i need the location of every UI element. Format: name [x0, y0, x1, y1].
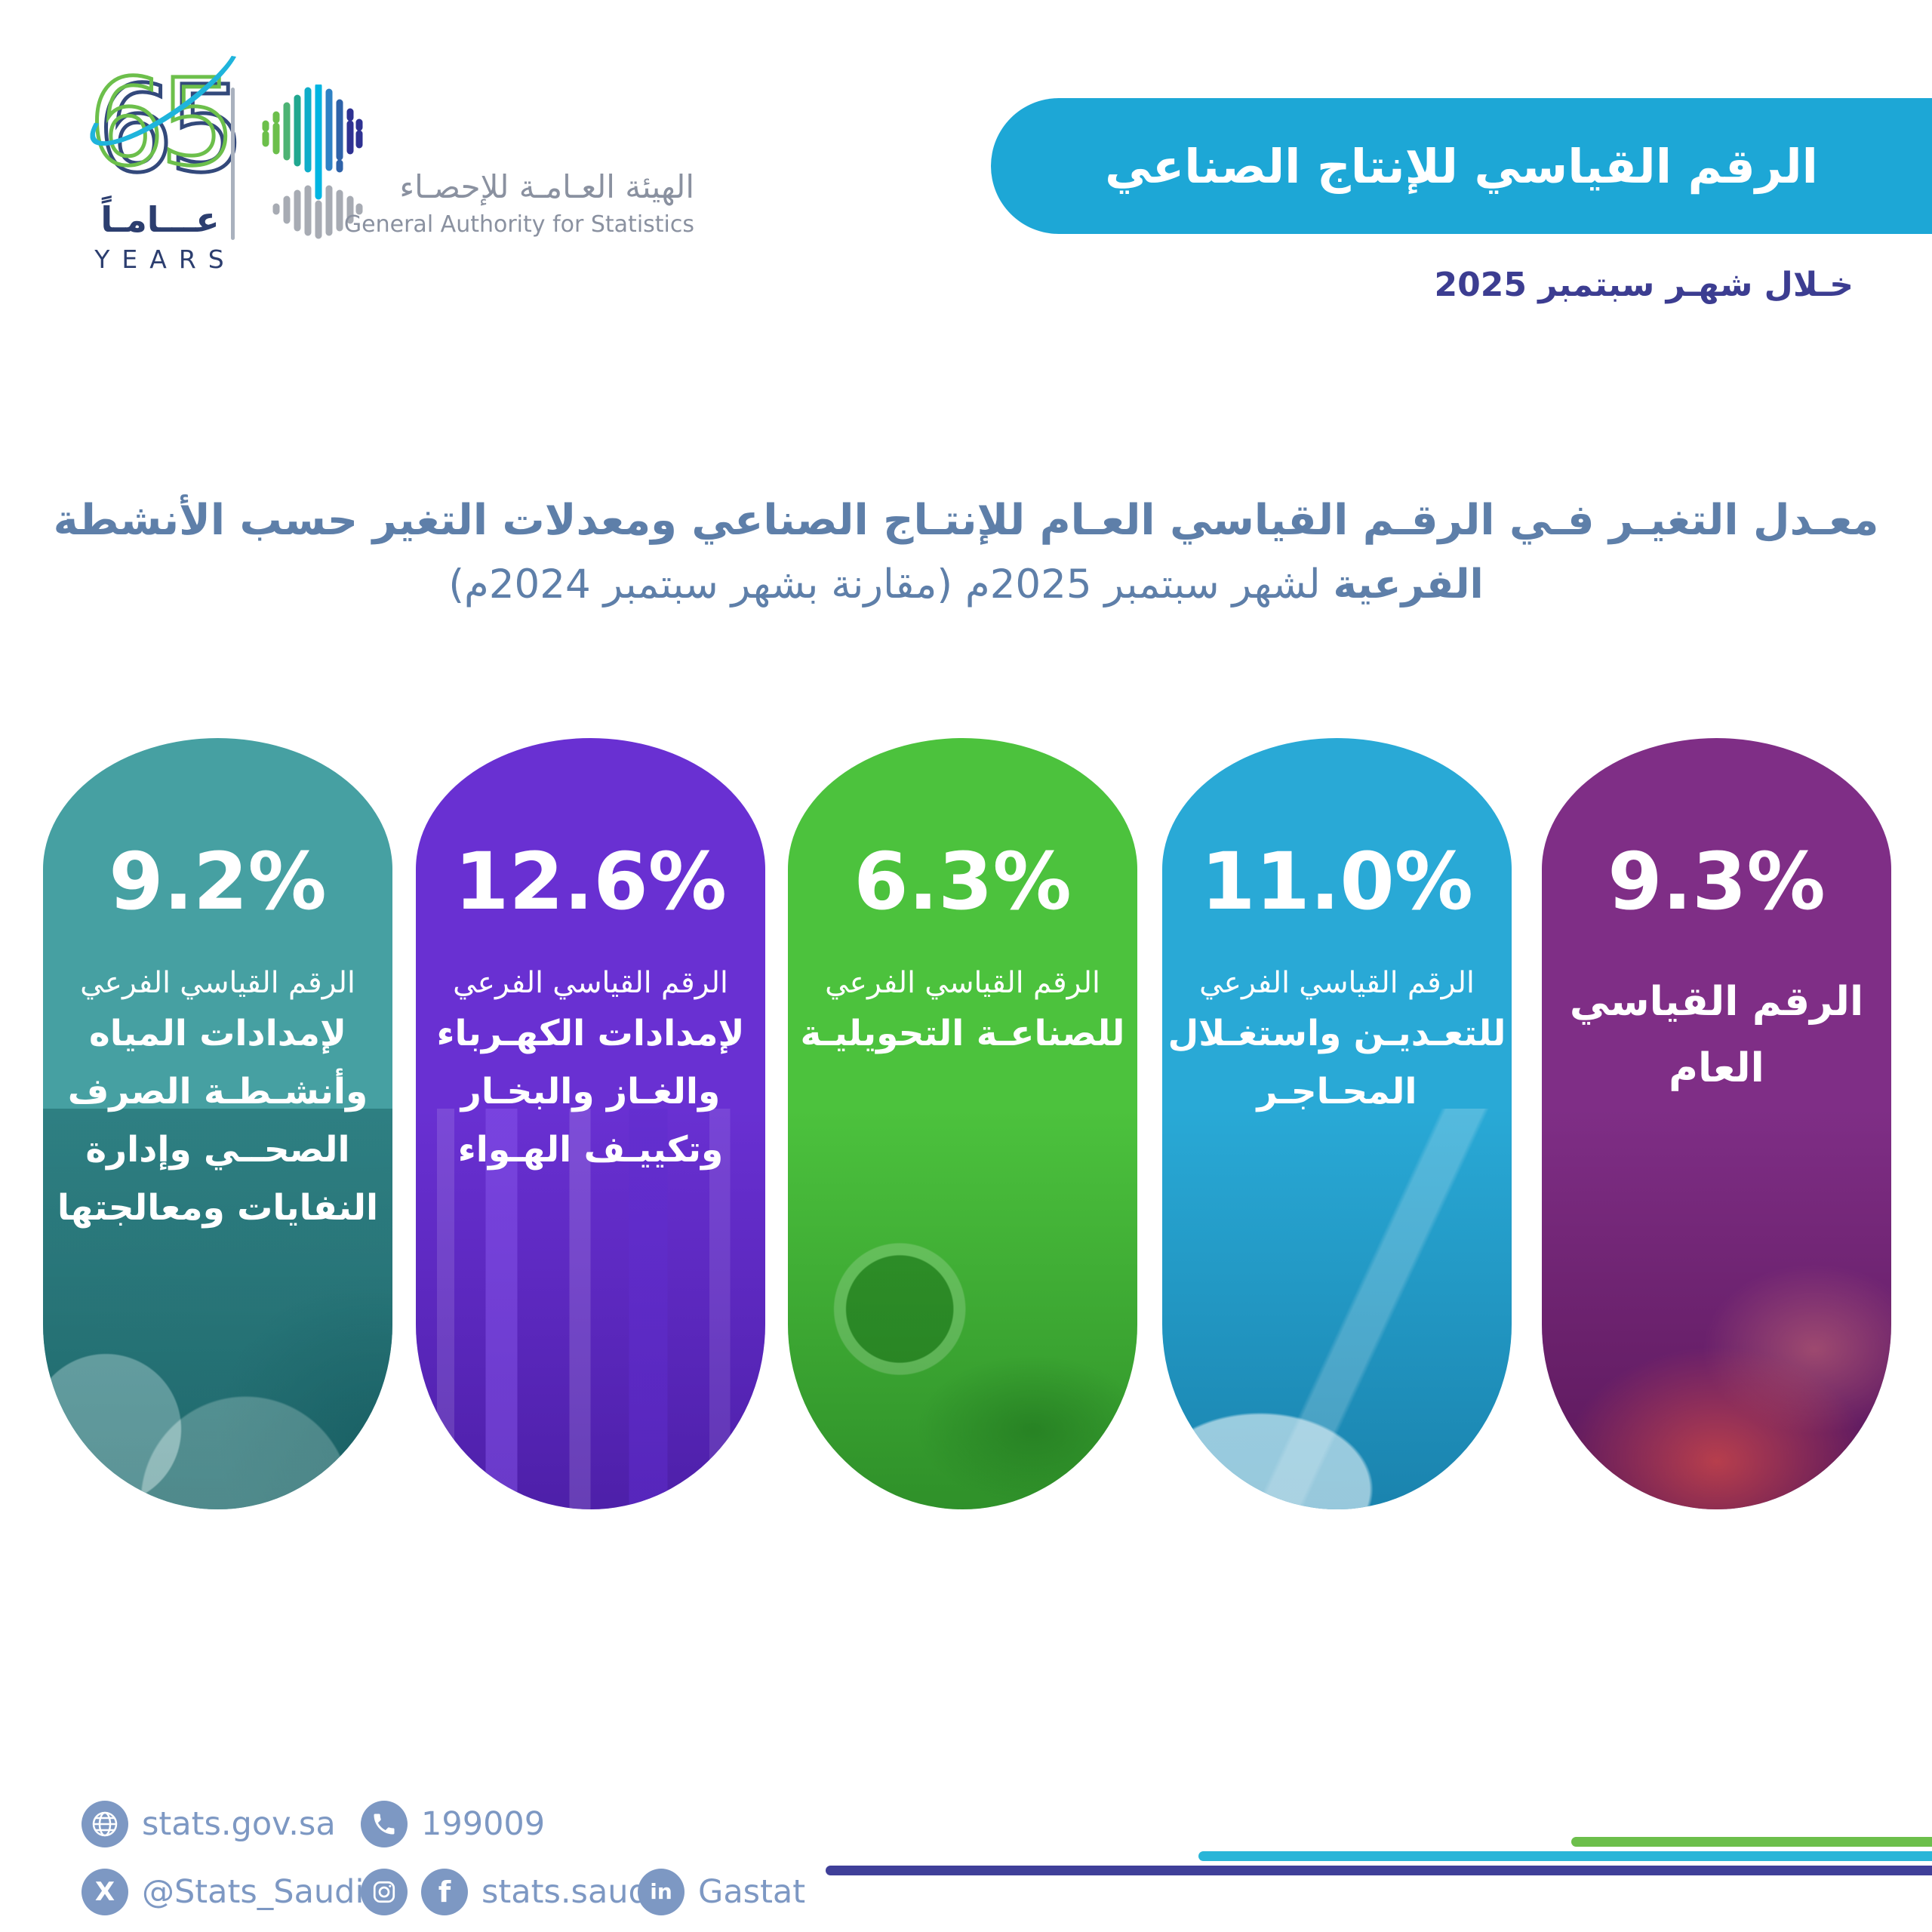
card-activity-line: والغـاز والبخـار — [460, 1071, 721, 1113]
card-general-photo — [1542, 1108, 1891, 1509]
agency-name-block: الهيئة العـامـة للإحصـاء General Authori… — [338, 168, 694, 238]
linkedin-icon: in — [638, 1869, 685, 1915]
card-activity-line: وأنشـطـة الصرف — [67, 1071, 368, 1113]
card-activity-line: الصحــي وإدارة — [85, 1129, 350, 1171]
card-activity-name: الرقم القياسي العام — [1542, 969, 1891, 1102]
main-title-line2-rest: لشهر سبتمبر 2025م (مقارنة بشهر سبتمبر 20… — [448, 561, 1334, 608]
kpi-cards-row: 9.2% الرقم القياسي الفرعي لإمدادات الميا… — [0, 738, 1932, 1509]
card-activity-name: للتعـديـن واستغـلال المحـاجـر — [1162, 1004, 1512, 1121]
card-activity-name: لإمدادات المياه وأنشـطـة الصرف الصحــي و… — [43, 1004, 392, 1237]
card-electricity-photo — [416, 1108, 765, 1509]
card-percentage: 6.3% — [854, 835, 1072, 928]
card-manufacturing: 6.3% الرقم القياسي الفرعي للصناعـة التحو… — [788, 738, 1137, 1509]
main-title-line2-bold: الفرعية — [1333, 561, 1484, 608]
anniversary-65-digits: 65 65 — [75, 17, 254, 192]
card-electricity-gas: 12.6% الرقم القياسي الفرعي لإمدادات الكه… — [416, 738, 765, 1509]
globe-icon — [82, 1801, 128, 1847]
footer-social-handles: f stats.saudi — [361, 1869, 658, 1915]
agency-name-arabic: الهيئة العـامـة للإحصـاء — [399, 168, 694, 205]
phone-icon — [361, 1801, 408, 1847]
main-title-line1: معـدل التغيـر فـي الرقـم القياسي العـام … — [53, 496, 1879, 545]
card-activity-line: العام — [1669, 1044, 1764, 1091]
card-activity-name: للصناعـة التحويليـة — [788, 1004, 1137, 1063]
header-divider — [231, 88, 235, 240]
card-water-supply: 9.2% الرقم القياسي الفرعي لإمدادات الميا… — [43, 738, 392, 1509]
card-activity-line: لإمدادات المياه — [88, 1013, 347, 1054]
card-activity-line: للتعـديـن واستغـلال — [1168, 1013, 1506, 1054]
card-mining-quarrying: 11.0% الرقم القياسي الفرعي للتعـديـن واس… — [1162, 738, 1512, 1509]
gastat-logo-icon — [262, 85, 363, 239]
card-activity-line: للصناعـة التحويليـة — [800, 1013, 1125, 1054]
agency-name-english: General Authority for Statistics — [343, 211, 694, 238]
x-icon: X — [82, 1869, 128, 1915]
main-title: معـدل التغيـر فـي الرقـم القياسي العـام … — [45, 489, 1887, 608]
period-label: خـلال شهـر سبتمبر 2025 — [1434, 266, 1854, 304]
footer-social-label: stats.saudi — [481, 1873, 658, 1911]
card-manufacturing-photo — [788, 1108, 1137, 1509]
anniversary-65-logo: 65 65 عـــامـاً YEARS — [75, 17, 254, 274]
anniversary-65-outline-back: 65 — [96, 60, 247, 199]
card-percentage: 9.2% — [109, 835, 327, 928]
footer-x-handle: X @Stats_Saudi — [82, 1869, 364, 1915]
facebook-icon: f — [421, 1869, 468, 1915]
card-percentage: 12.6% — [454, 835, 727, 928]
card-water-photo — [43, 1108, 392, 1509]
footer-line-green — [1571, 1837, 1932, 1847]
footer-x-label: @Stats_Saudi — [142, 1873, 365, 1911]
card-subtitle: الرقم القياسي الفرعي — [1199, 966, 1475, 1000]
anniversary-word-arabic: عـــامـاً — [100, 199, 220, 240]
footer-line-cyan — [1198, 1851, 1932, 1861]
card-percentage: 11.0% — [1201, 835, 1473, 928]
card-activity-line: المحـاجـر — [1257, 1071, 1417, 1113]
footer-website-label: stats.gov.sa — [142, 1805, 336, 1843]
anniversary-65-outline-front: 65 — [87, 54, 238, 192]
report-title: الرقم القياسي للإنتاج الصناعي — [1105, 138, 1818, 194]
card-activity-name: لإمدادات الكهـرباء والغـاز والبخـار وتكي… — [416, 1004, 765, 1179]
card-subtitle: الرقم القياسي الفرعي — [80, 966, 355, 1000]
card-general-index: 9.3% الرقم القياسي العام — [1542, 738, 1891, 1509]
card-activity-line: الرقم القياسي — [1569, 979, 1864, 1025]
card-mining-photo — [1162, 1108, 1512, 1509]
footer-linkedin: in Gastat — [638, 1869, 805, 1915]
card-activity-line: النفايات ومعالجتها — [57, 1187, 379, 1229]
footer-website: stats.gov.sa — [82, 1801, 336, 1847]
anniversary-word-english: YEARS — [94, 245, 236, 274]
footer-phone: 199009 — [361, 1801, 545, 1847]
main-title-line2: الفرعية لشهر سبتمبر 2025م (مقارنة بشهر س… — [45, 561, 1887, 608]
instagram-icon — [361, 1869, 408, 1915]
footer-phone-label: 199009 — [421, 1805, 546, 1843]
card-activity-line: وتكييـف الهـواء — [457, 1129, 724, 1171]
card-subtitle: الرقم القياسي الفرعي — [825, 966, 1100, 1000]
card-percentage: 9.3% — [1607, 835, 1826, 928]
footer-linkedin-label: Gastat — [698, 1873, 806, 1911]
card-activity-line: لإمدادات الكهـرباء — [436, 1013, 745, 1054]
header-banner: الرقم القياسي للإنتاج الصناعي — [991, 98, 1932, 234]
card-subtitle: الرقم القياسي الفرعي — [453, 966, 728, 1000]
footer-line-navy — [826, 1866, 1932, 1875]
